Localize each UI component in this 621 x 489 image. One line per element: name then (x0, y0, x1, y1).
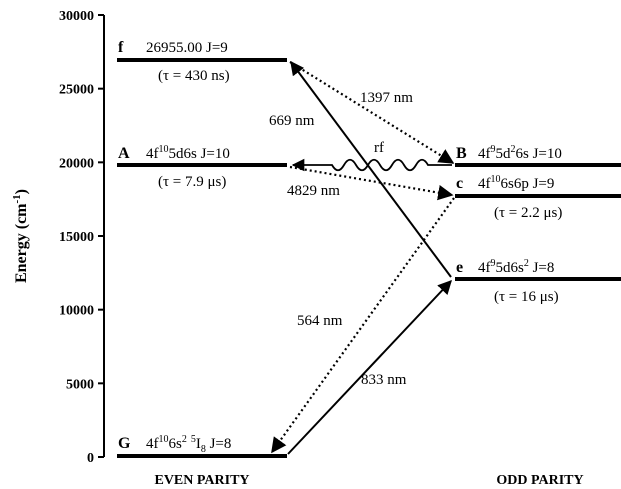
y-axis: 0 5000 10000 15000 20000 25000 30000 (59, 9, 105, 466)
level-e-lifetime: (τ = 16 μs) (494, 289, 559, 305)
level-e-config: 4f95d6s2 J=8 (478, 258, 554, 276)
odd-parity-label: ODD PARITY (496, 473, 583, 488)
level-f-config: 26955.00 J=9 (146, 40, 228, 56)
level-c-config: 4f106s6p J=9 (478, 174, 554, 192)
level-f-letter: f (118, 39, 124, 56)
y-tick-label: 10000 (59, 304, 94, 319)
energy-levels (117, 58, 621, 458)
level-f-lifetime: (τ = 430 ns) (158, 68, 230, 84)
level-c-lifetime: (τ = 2.2 μs) (494, 205, 562, 221)
level-G-letter: G (118, 435, 131, 452)
y-tick-label: 25000 (59, 83, 94, 98)
transition-4829-label: 4829 nm (287, 183, 340, 199)
level-e-letter: e (456, 259, 463, 276)
transition-rf-wave (291, 158, 452, 172)
level-c-letter: c (456, 175, 463, 192)
transition-669-arrow (290, 60, 452, 278)
transition-564-arrow (271, 197, 455, 454)
y-axis-title: Energy (cm-1) (11, 189, 30, 283)
level-labels: f 26955.00 J=9 (τ = 430 ns) A 4f105d6s J… (118, 39, 562, 455)
level-A-letter: A (118, 145, 130, 162)
transition-labels: 1397 nm 669 nm rf 4829 nm 564 nm 833 nm (269, 90, 413, 388)
level-A-lifetime: (τ = 7.9 μs) (158, 174, 226, 190)
even-parity-label: EVEN PARITY (154, 473, 249, 488)
transition-1397-label: 1397 nm (360, 90, 413, 106)
transition-669-label: 669 nm (269, 113, 315, 129)
level-B-config: 4f95d26s J=10 (478, 144, 562, 162)
transition-1397-arrow (289, 61, 455, 164)
transition-833-arrow (287, 279, 452, 455)
y-tick-label: 15000 (59, 230, 94, 245)
transition-564-label: 564 nm (297, 313, 343, 329)
y-tick-label: 30000 (59, 9, 94, 24)
level-G-config: 4f106s2 5I8 J=8 (146, 434, 231, 455)
y-tick-label: 0 (87, 451, 94, 466)
y-tick-label: 20000 (59, 156, 94, 171)
transition-833-label: 833 nm (361, 372, 407, 388)
level-A-config: 4f105d6s J=10 (146, 144, 230, 162)
transition-rf-label: rf (374, 140, 384, 156)
transitions (271, 60, 455, 455)
level-B-letter: B (456, 145, 467, 162)
y-tick-label: 5000 (66, 377, 94, 392)
